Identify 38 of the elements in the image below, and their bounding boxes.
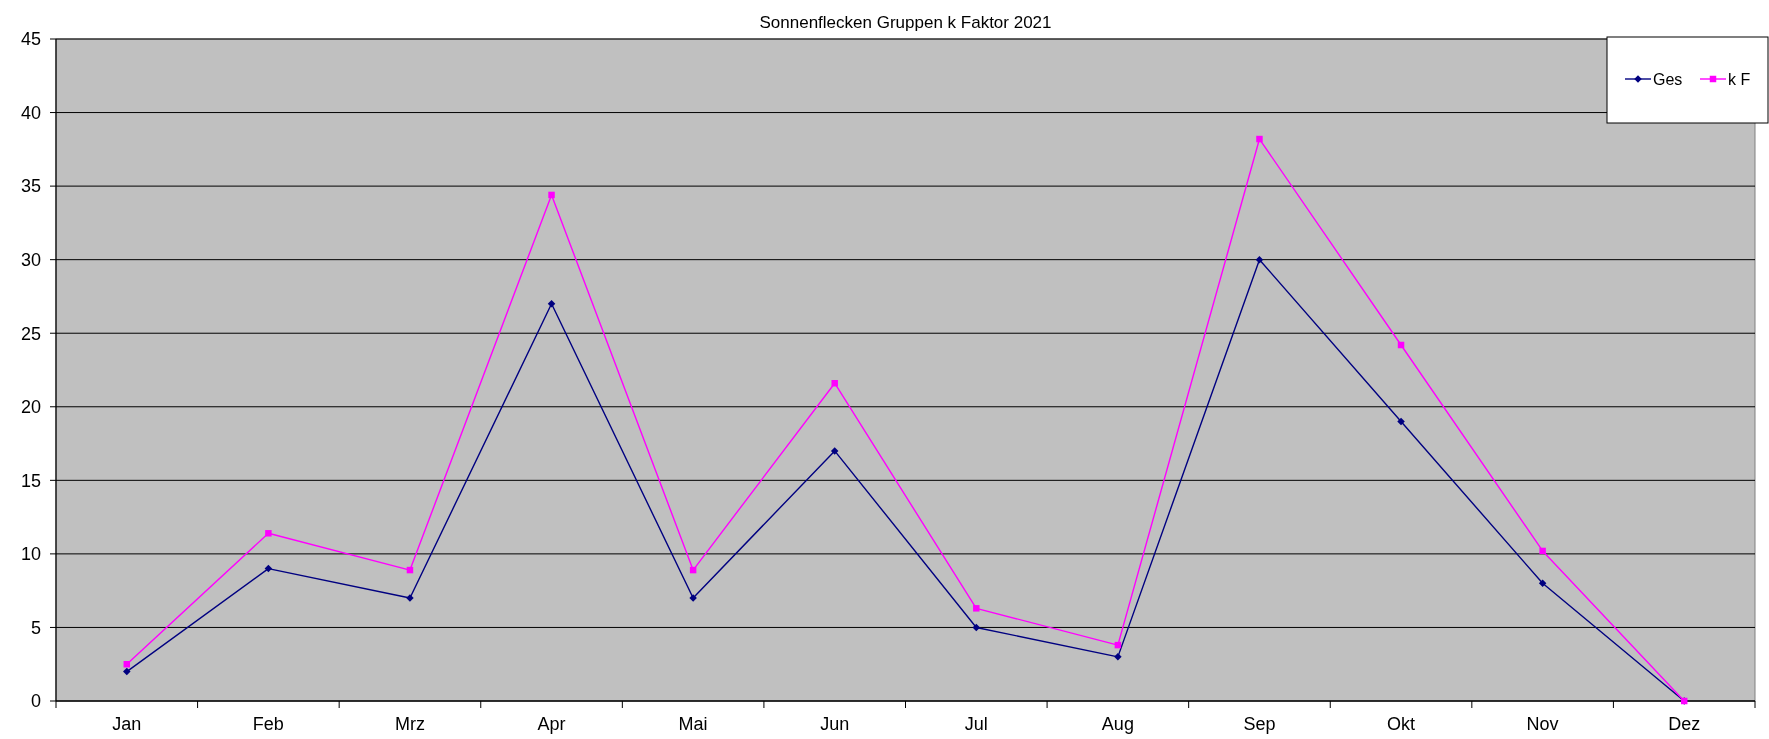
point xyxy=(831,380,838,387)
chart-title: Sonnenflecken Gruppen k Faktor 2021 xyxy=(759,12,1052,32)
x-tick-label: Jan xyxy=(112,714,142,735)
y-tick-label: 0 xyxy=(30,691,41,712)
x-tick-label: Okt xyxy=(1387,714,1416,735)
legend-label: k F xyxy=(1728,70,1751,88)
y-tick-label: 10 xyxy=(20,544,41,565)
point xyxy=(1397,417,1405,426)
x-tick-label: Dez xyxy=(1668,714,1701,735)
point xyxy=(1114,653,1122,661)
point xyxy=(123,667,131,676)
legend-label: Ges xyxy=(1653,70,1683,88)
x-tick-label: Aug xyxy=(1101,714,1134,735)
x-tick-label: Apr xyxy=(537,714,566,735)
y-tick-label: 40 xyxy=(20,102,41,123)
point xyxy=(548,191,555,199)
y-tick-label: 15 xyxy=(20,470,41,491)
point xyxy=(1538,579,1547,588)
y-tick-label: 20 xyxy=(20,397,41,418)
point xyxy=(972,623,981,632)
point xyxy=(830,447,839,455)
x-tick-label: Feb xyxy=(252,714,284,735)
x-tick-label: Sep xyxy=(1243,714,1276,735)
y-tick-label: 25 xyxy=(20,323,41,344)
x-tick-label: Jun xyxy=(820,714,850,735)
point xyxy=(265,530,272,537)
y-tick-label: 35 xyxy=(20,176,41,197)
y-tick-label: 30 xyxy=(20,249,41,270)
point xyxy=(1539,547,1546,555)
point xyxy=(547,300,556,308)
y-tick-label: 45 xyxy=(20,29,41,50)
y-tick-label: 5 xyxy=(30,617,41,638)
point xyxy=(973,605,980,612)
x-tick-label: Mrz xyxy=(394,714,425,735)
x-tick-label: Jul xyxy=(964,714,988,735)
point xyxy=(1256,135,1263,143)
x-tick-label: Mai xyxy=(678,714,708,735)
x-tick-label: Nov xyxy=(1526,714,1559,735)
